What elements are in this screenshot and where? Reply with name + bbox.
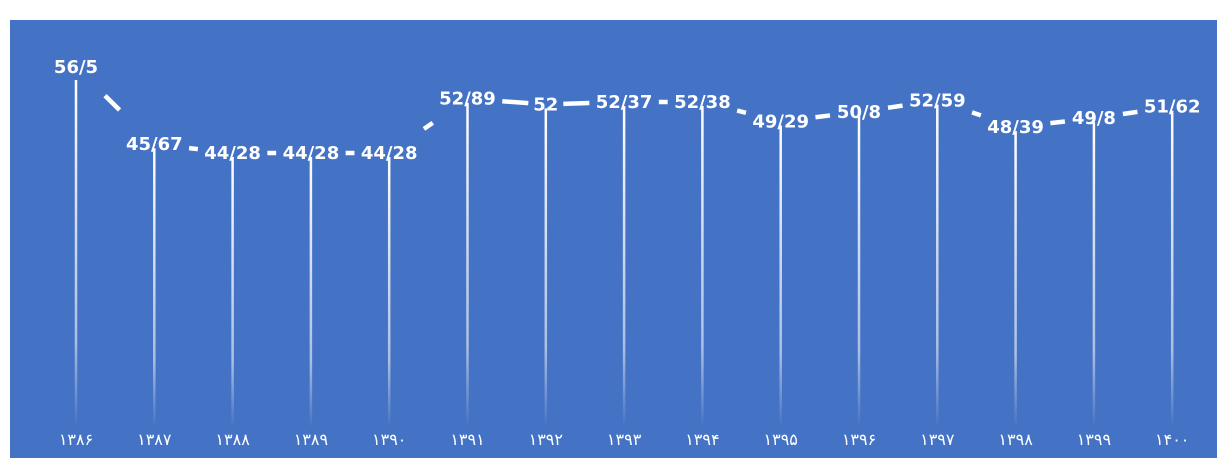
data-label: 52/89 [439, 89, 496, 110]
drop-line [701, 105, 704, 428]
data-labels: 56/5 45/67 44/28 44/28 44/28 52/89 52 52/37 52/3… [54, 57, 1201, 164]
drop-line [936, 104, 939, 428]
x-tick-label: ۱۳۹۴ [685, 430, 719, 449]
x-tick-label: ۱۳۸۷ [137, 430, 172, 449]
drop-line [1092, 122, 1096, 428]
series-segment [563, 100, 590, 107]
series-segment [502, 98, 529, 106]
x-tick-label: ۱۳۹۷ [920, 430, 955, 449]
x-tick-label: ۱۳۹۵ [764, 430, 798, 449]
series-segment [887, 103, 903, 110]
x-tick-label: ۱۳۸۸ [215, 430, 250, 449]
drop-line [622, 106, 626, 428]
series-segment [736, 108, 747, 115]
x-tick-label: ۱۳۹۱ [450, 430, 484, 449]
series-segment [188, 145, 199, 152]
x-tick-label: ۱۳۹۲ [529, 430, 563, 449]
data-label: 49/29 [752, 111, 809, 132]
drop-line [309, 157, 313, 428]
data-label: 52 [533, 94, 558, 115]
data-label: 52/38 [674, 92, 731, 113]
x-tick-label: ۱۳۹۰ [372, 430, 406, 449]
series-segment [1122, 109, 1138, 117]
drop-line [153, 148, 156, 429]
data-label: 51/62 [1144, 97, 1201, 118]
series-line [103, 94, 1138, 156]
x-tick-label: ۱۳۸۹ [294, 430, 328, 449]
data-label: 44/28 [361, 143, 418, 164]
drop-line [1014, 131, 1017, 428]
drop-line [779, 125, 782, 428]
x-tick-label: ۱۳۸۶ [59, 430, 93, 449]
drop-line [544, 108, 548, 428]
series-segment [815, 113, 831, 120]
x-tick-label: ۱۳۹۶ [842, 430, 876, 449]
drop-line [74, 80, 78, 428]
data-label: 49/8 [1072, 108, 1116, 129]
data-label: 50/8 [837, 102, 881, 123]
drop-line [1170, 110, 1174, 429]
drop-line [387, 157, 391, 428]
drop-lines [74, 80, 1174, 429]
data-label: 56/5 [54, 57, 98, 78]
drop-line [857, 115, 861, 428]
x-tick-label: ۱۴۰۰ [1155, 430, 1189, 449]
x-axis-tick-labels: ۱۳۸۶ ۱۳۸۷ ۱۳۸۸ ۱۳۸۹ ۱۳۹۰ ۱۳۹۱ ۱۳۹۲ ۱۳۹۳ ۱۳۹۴ ۱۳۹۵… [59, 430, 1189, 449]
data-label: 44/28 [283, 143, 340, 164]
drop-line [231, 157, 234, 428]
x-tick-label: ۱۳۹۳ [607, 430, 642, 449]
data-label: 52/37 [596, 92, 653, 113]
data-label: 52/59 [909, 91, 966, 112]
plot-background [10, 20, 1217, 458]
series-segment [1050, 119, 1066, 126]
drop-line [466, 102, 469, 429]
series-segment [971, 110, 982, 118]
x-tick-label: ۱۳۹۸ [998, 430, 1033, 449]
series-segment [103, 94, 122, 112]
series-segment [422, 120, 435, 131]
x-tick-label: ۱۳۹۹ [1077, 430, 1111, 449]
data-label: 44/28 [204, 143, 261, 164]
data-label: 48/39 [987, 117, 1044, 138]
data-label: 45/67 [126, 134, 183, 155]
